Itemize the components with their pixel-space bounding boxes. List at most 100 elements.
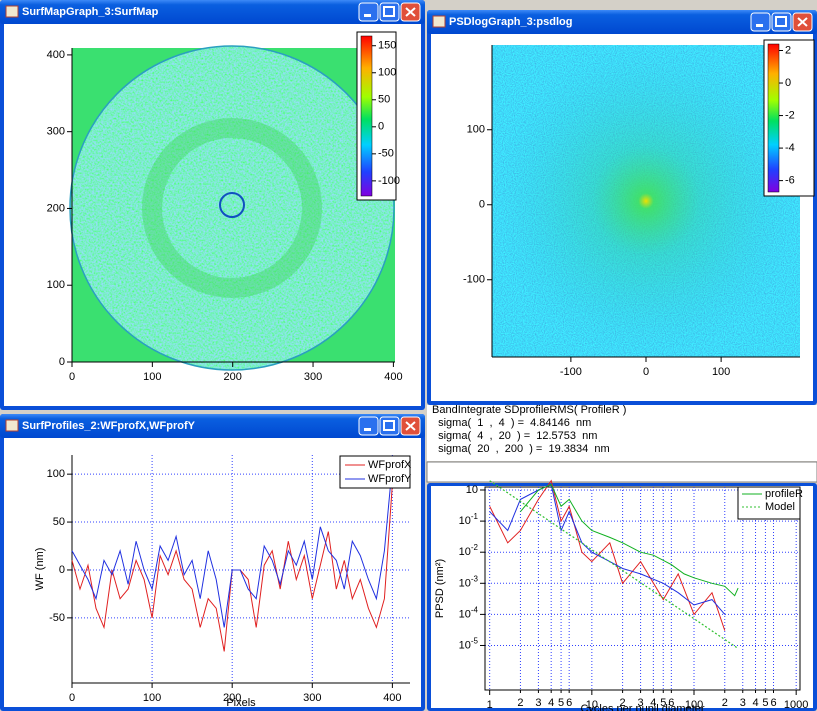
y-tick-exp: -5 [471, 637, 479, 646]
y-tick-label: 10-2 [459, 543, 479, 558]
window-icon [432, 15, 446, 28]
y-tick-label: 100 [47, 279, 65, 291]
y-tick-label: 100 [467, 124, 485, 136]
max-glyph [383, 6, 395, 17]
window-title: SurfMapGraph_3:SurfMap [22, 6, 159, 18]
window-button-max[interactable] [379, 416, 400, 436]
colorbar-label: -6 [785, 175, 795, 187]
x-minor-label: 5 [558, 697, 564, 709]
colorbar [767, 43, 780, 193]
x-tick-label: 200 [223, 692, 241, 704]
max-glyph [775, 16, 787, 27]
x-minor-label: 5 [660, 697, 666, 709]
x-tick-label: 100 [712, 366, 730, 378]
y-tick-label: -50 [49, 612, 65, 624]
image-center [219, 192, 245, 218]
console-line: BandIntegrate SDprofileRMS( ProfileR ) [432, 404, 626, 416]
x-tick-label: 1 [487, 699, 493, 711]
title-bar [0, 0, 425, 24]
image-noise [70, 46, 394, 370]
title-bar [0, 414, 425, 438]
y-tick-label: 10-4 [459, 605, 479, 620]
x-tick-label: 300 [304, 371, 322, 383]
series-line [520, 483, 739, 597]
window-content [431, 486, 813, 708]
x-tick-label: 100 [143, 692, 161, 704]
y-tick-label: -100 [463, 274, 485, 286]
x-tick-label: 400 [383, 692, 401, 704]
x-minor-label: 6 [770, 697, 776, 709]
y-tick-label: 10-5 [459, 637, 479, 652]
x-tick-label: 200 [224, 371, 242, 383]
y-tick-label: 0 [59, 356, 65, 368]
close-glyph [405, 421, 416, 431]
window-icon [5, 419, 19, 432]
colorbar-label: 50 [378, 94, 390, 106]
console-line: sigma( 1 , 4 ) = 4.84146 nm [432, 417, 591, 429]
x-tick-label: -100 [560, 366, 582, 378]
x-minor-label: 4 [650, 697, 656, 709]
legend-label: Model [765, 501, 795, 513]
window-button-min[interactable] [358, 2, 379, 22]
x-tick-label: 400 [384, 371, 402, 383]
colorbar-label: -100 [378, 175, 400, 187]
min-glyph [364, 14, 371, 17]
console-line: sigma( 20 , 200 ) = 19.3834 nm [432, 443, 610, 455]
colorbar-label: -2 [785, 109, 795, 121]
y-tick-label: 0 [479, 199, 485, 211]
y-tick-label: 10-1 [459, 512, 479, 527]
x-tick-label: 10 [586, 699, 598, 711]
series-line [489, 483, 726, 615]
console-panel [427, 405, 817, 461]
legend-label: WFprofY [368, 473, 412, 485]
x-minor-label: 2 [722, 697, 728, 709]
x-minor-label: 4 [548, 697, 554, 709]
y-tick-exp: -1 [471, 512, 479, 521]
y-tick-base: 10 [459, 577, 471, 589]
window-button-max[interactable] [771, 12, 792, 32]
x-tick-label: 0 [69, 371, 75, 383]
y-axis-label: WF (nm) [34, 548, 46, 591]
x-tick-label: 100 [143, 371, 161, 383]
x-tick-label: 0 [69, 692, 75, 704]
y-tick-base: 10 [459, 515, 471, 527]
y-tick-label: 50 [53, 516, 65, 528]
y-tick-label: 10-3 [459, 574, 479, 589]
max-glyph [383, 420, 395, 431]
y-tick-base: 10 [459, 546, 471, 558]
y-tick-label: 300 [47, 126, 65, 138]
y-tick-label: 0 [59, 564, 65, 576]
window-title: SurfProfiles_2:WFprofX,WFprofY [22, 420, 196, 432]
x-minor-label: 4 [752, 697, 758, 709]
image-center-glow [492, 45, 800, 357]
legend [737, 486, 801, 520]
x-minor-label: 3 [638, 697, 644, 709]
command-input[interactable] [426, 461, 817, 483]
x-minor-label: 3 [535, 697, 541, 709]
min-glyph [756, 24, 763, 27]
y-axis-label: PPSD (nm²) [434, 559, 446, 618]
window-icon [5, 5, 19, 18]
y-tick-exp: -4 [471, 605, 479, 614]
legend [339, 455, 411, 489]
x-minor-label: 2 [517, 697, 523, 709]
x-axis-label: Cycles per pupil diameter [580, 703, 704, 711]
min-glyph [364, 428, 371, 431]
window-button-min[interactable] [358, 416, 379, 436]
colorbar-label: 0 [378, 121, 384, 133]
x-tick-label: 1000 [784, 699, 808, 711]
x-tick-label: 0 [643, 366, 649, 378]
y-tick-label: 400 [47, 49, 65, 61]
y-tick-label: 200 [47, 202, 65, 214]
colorbar-label: -4 [785, 142, 795, 154]
colorbar-label: -50 [378, 148, 394, 160]
x-minor-label: 5 [762, 697, 768, 709]
window-button-max[interactable] [379, 2, 400, 22]
colorbar-label: 2 [785, 44, 791, 56]
window-button-min[interactable] [750, 12, 771, 32]
x-axis-label: Pixels [226, 697, 256, 709]
colorbar-label: 0 [785, 77, 791, 89]
legend-label: WFprofX [368, 459, 412, 471]
console-line: sigma( 4 , 20 ) = 12.5753 nm [432, 430, 597, 442]
